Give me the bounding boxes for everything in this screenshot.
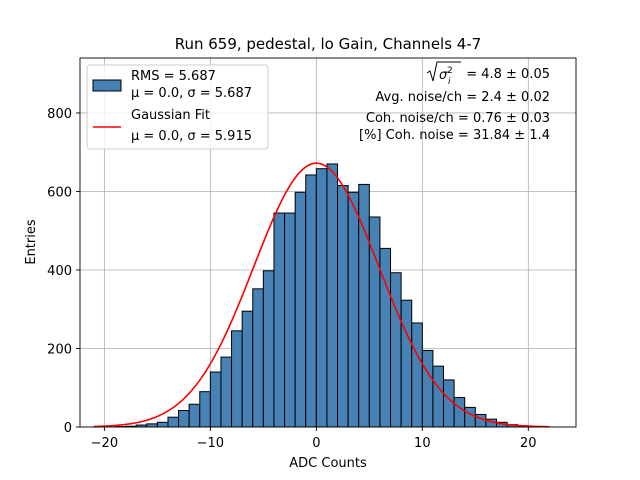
histogram-bar [241,310,254,428]
histogram-bar [326,163,339,428]
legend-fit-label: Gaussian Fit [131,108,210,123]
histogram-bar [284,212,296,428]
histogram-bar [178,410,190,428]
histogram-bar [188,403,201,428]
histogram-bar [273,212,286,428]
histogram-bar [315,168,328,428]
legend-fit-stats: μ = 0.0, σ = 5.915 [131,129,252,144]
y-tick-label: 200 [47,342,72,357]
histogram-bar [390,272,402,428]
y-axis-ticks: 0 200 400 600 800 [47,107,80,436]
x-axis-label: ADC Counts [289,456,367,471]
histogram-bar [443,379,455,428]
histogram-bar [156,421,169,428]
histogram-bar [432,365,445,428]
x-tick-label: −10 [197,436,224,451]
legend-histogram-swatch [92,79,122,92]
histogram-bar [209,371,222,428]
y-axis-label: Entries [24,219,39,265]
y-tick-label: 0 [64,421,72,436]
gaussian-fit-curve [93,162,550,428]
legend-frame [86,64,269,150]
annotation-sigma-total: = 4.8 ± 0.05 [466,67,550,82]
annotation-pct-coh-noise: [%] Coh. noise = 31.84 ± 1.4 [359,128,550,143]
histogram-bar [305,174,317,428]
annotation-coh-noise: Coh. noise/ch = 0.76 ± 0.03 [366,111,550,126]
svg-text:σ: σ [439,68,448,83]
legend-histogram-stats: μ = 0.0, σ = 5.687 [131,86,252,101]
histogram-bar [231,330,243,428]
plot-frame [79,57,577,428]
histogram-bar [411,322,423,428]
y-tick-label: 800 [47,107,72,122]
histogram-bar [464,406,476,428]
y-tick-label: 600 [47,185,72,200]
x-tick-label: 10 [414,436,431,451]
histogram-bar [294,191,307,428]
legend: RMS = 5.687 μ = 0.0, σ = 5.687 Gaussian … [86,64,269,150]
stats-annotations: σ 2 i = 4.8 ± 0.05 Avg. noise/ch = 2.4 ±… [359,61,550,143]
x-tick-label: 0 [312,436,320,451]
histogram-bars [114,163,540,428]
histogram-bar [220,356,233,428]
histogram-bar [337,185,349,428]
histogram-bar [262,270,275,428]
histogram-bar [199,391,211,428]
x-axis-ticks: −20 −10 0 10 20 [91,427,537,451]
sqrt-sigma-symbol: σ 2 i [426,61,461,87]
x-tick-label: 20 [520,436,537,451]
histogram-bar [421,349,434,428]
legend-histogram-label: RMS = 5.687 [131,69,216,84]
svg-text:i: i [448,77,451,87]
histogram-bar [252,288,264,428]
x-tick-label: −20 [91,436,118,451]
histogram-bar [453,397,466,428]
chart-title: Run 659, pedestal, lo Gain, Channels 4-7 [175,35,482,53]
y-tick-label: 400 [47,264,72,279]
svg-text:2: 2 [447,66,453,76]
gaussian-fit [93,162,550,428]
histogram-bar [400,299,413,428]
histogram-bar [146,423,158,428]
histogram-bar [347,191,360,428]
histogram-bar [167,416,180,428]
annotation-avg-noise: Avg. noise/ch = 2.4 ± 0.02 [375,90,550,105]
